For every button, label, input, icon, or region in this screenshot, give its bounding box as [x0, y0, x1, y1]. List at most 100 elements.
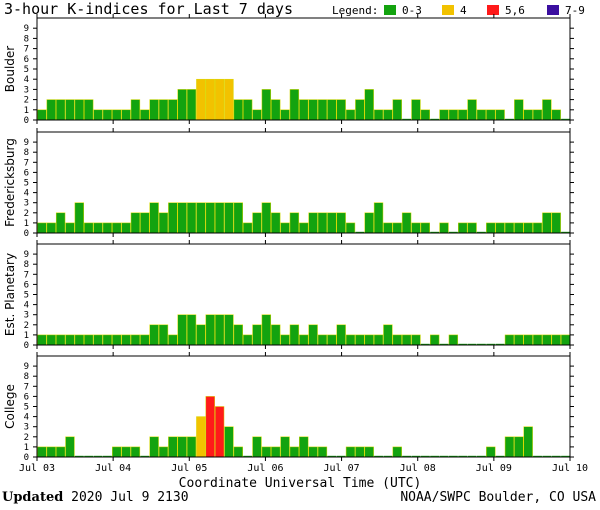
bar: [149, 324, 159, 346]
bar: [402, 118, 412, 120]
bar: [448, 231, 458, 233]
bar: [289, 446, 300, 458]
bar: [373, 109, 384, 121]
y-tick-label: 8: [24, 260, 29, 270]
chart-title: 3-hour K-indices for Last 7 days: [4, 0, 293, 18]
bar: [168, 436, 178, 458]
bar: [364, 334, 374, 346]
bar: [420, 343, 430, 345]
bar: [224, 426, 234, 458]
bar: [121, 222, 131, 234]
y-tick-label: 4: [24, 413, 29, 423]
bar: [430, 231, 440, 233]
bar: [495, 455, 505, 457]
bar: [299, 334, 309, 346]
bar: [467, 99, 477, 121]
y-tick-label: 6: [24, 280, 29, 290]
bar: [46, 99, 56, 121]
bar: [542, 334, 552, 346]
bar: [495, 222, 505, 234]
bar: [467, 455, 477, 457]
x-tick-label: Jul 07: [324, 463, 360, 474]
bar: [280, 334, 290, 346]
bar: [158, 99, 169, 121]
bar: [289, 212, 300, 234]
bar: [505, 118, 514, 120]
bar: [46, 334, 56, 346]
bar: [551, 212, 561, 234]
legend-swatch-red: [487, 5, 499, 15]
bar: [205, 314, 215, 346]
y-tick-label: 0: [24, 341, 29, 351]
bar: [345, 222, 356, 234]
bar: [392, 334, 402, 346]
source-credit: NOAA/SWPC Boulder, CO USA: [400, 490, 596, 505]
bar: [289, 89, 300, 121]
y-tick-label: 8: [24, 372, 29, 382]
y-tick-label: 2: [24, 96, 29, 106]
bar: [439, 343, 449, 345]
y-tick-label: 9: [24, 362, 29, 372]
bar: [561, 231, 570, 233]
bar: [261, 314, 272, 346]
bar: [458, 343, 468, 345]
bar: [411, 99, 421, 121]
legend-item-label: 5,6: [505, 4, 525, 17]
bar: [523, 222, 533, 234]
bar: [467, 343, 477, 345]
bar: [317, 212, 328, 234]
bar: [65, 436, 75, 458]
bar: [374, 455, 383, 457]
y-tick-label: 0: [24, 229, 29, 239]
legend-item-label: 4: [460, 4, 467, 17]
bar: [439, 109, 449, 121]
bar: [37, 109, 47, 121]
bar: [514, 334, 524, 346]
bar: [327, 455, 337, 457]
bar: [401, 212, 412, 234]
bar: [523, 109, 533, 121]
bar: [514, 222, 524, 234]
bar: [271, 324, 281, 346]
bar: [224, 78, 234, 121]
bar: [411, 334, 421, 346]
bar: [112, 334, 122, 346]
bar: [158, 446, 169, 458]
bar: [74, 334, 85, 346]
bar: [74, 202, 85, 234]
x-tick-label: Jul 09: [476, 463, 512, 474]
y-tick-label: 3: [24, 199, 29, 209]
bar: [149, 436, 159, 458]
x-axis-label: Coordinate Universal Time (UTC): [178, 476, 422, 491]
bar: [158, 324, 169, 346]
bar: [233, 324, 243, 346]
y-tick-label: 1: [24, 331, 29, 341]
bar: [280, 436, 290, 458]
bar: [486, 109, 496, 121]
bar: [196, 78, 206, 121]
bar: [93, 222, 103, 234]
bar: [355, 334, 365, 346]
y-tick-label: 3: [24, 423, 29, 433]
y-tick-label: 5: [24, 403, 29, 413]
bar: [205, 396, 215, 458]
bar: [214, 78, 225, 121]
bar: [196, 324, 206, 346]
bar: [280, 109, 290, 121]
bar: [158, 212, 169, 234]
bar: [140, 212, 150, 234]
bar: [102, 109, 113, 121]
bar: [37, 222, 47, 234]
bar: [37, 446, 47, 458]
bar: [430, 455, 440, 457]
bar: [392, 222, 402, 234]
bar: [514, 99, 524, 121]
updated-timestamp: Updated 2020 Jul 9 2130: [2, 490, 189, 505]
bar: [65, 334, 75, 346]
bar: [168, 202, 178, 234]
bar: [55, 212, 66, 234]
bar: [373, 334, 384, 346]
y-tick-label: 7: [24, 382, 29, 392]
y-tick-label: 5: [24, 65, 29, 75]
bar: [551, 334, 561, 346]
